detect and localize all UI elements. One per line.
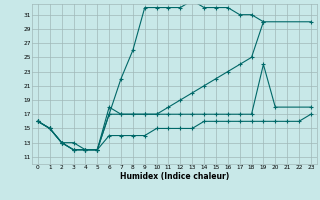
X-axis label: Humidex (Indice chaleur): Humidex (Indice chaleur) — [120, 172, 229, 181]
